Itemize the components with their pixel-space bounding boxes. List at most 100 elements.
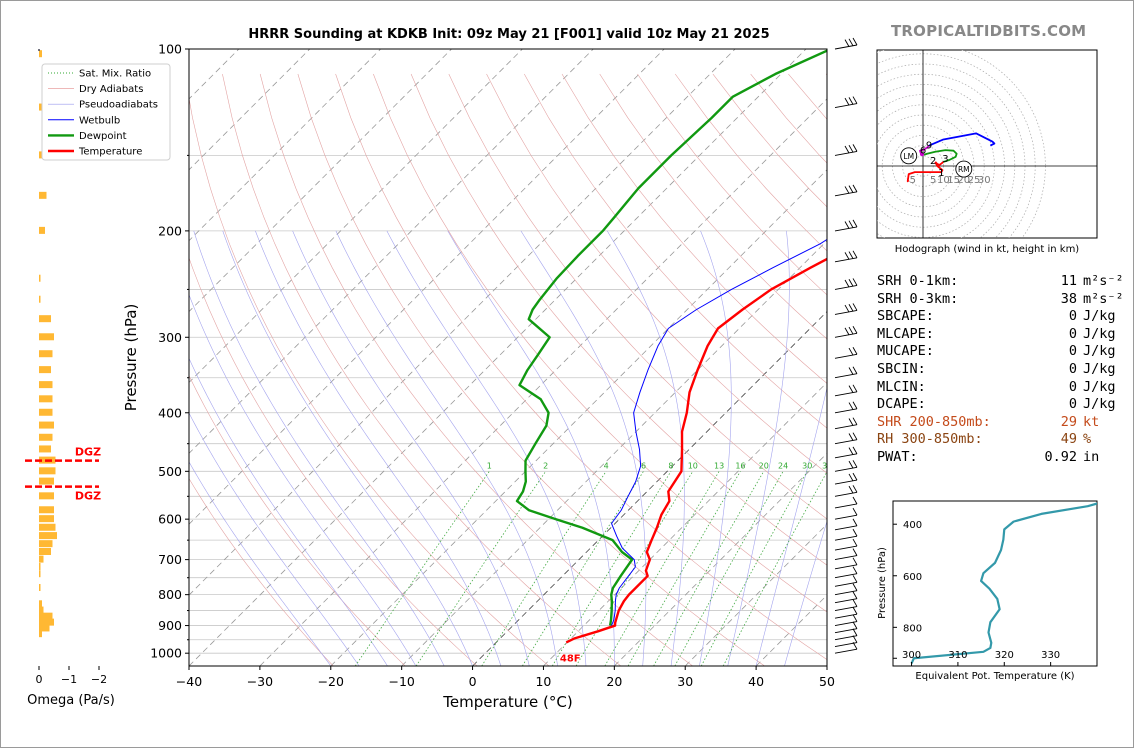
wind-barb-flag xyxy=(852,417,858,425)
wind-barb xyxy=(834,257,858,263)
wind-barb-flag xyxy=(848,185,854,193)
theta-e-frame xyxy=(892,500,1098,667)
y-tick-label: 100 xyxy=(158,42,182,57)
wind-barb xyxy=(834,44,858,50)
omega-bar xyxy=(39,600,42,608)
dgz-label: DGZ xyxy=(75,490,101,503)
mixing-ratio-line xyxy=(415,471,547,666)
param-row: SBCAPE: 0 J/kg xyxy=(877,308,1117,326)
theta-e-x-tick-label: 320 xyxy=(995,650,1014,661)
y-tick-label: 300 xyxy=(158,330,182,345)
wind-barb-flag xyxy=(848,402,854,410)
theta-e-panel: 300 310 320 330 400 600 800 Equivalent Pot. Tem… xyxy=(877,500,1098,682)
legend-label: Pseudoadiabats xyxy=(79,100,158,111)
wind-barb-flag xyxy=(848,460,854,469)
dry-adiabat xyxy=(335,73,827,660)
pseudoadiabat xyxy=(189,461,332,666)
x-tick-label: −10 xyxy=(388,674,414,689)
wind-barb-flag xyxy=(852,184,858,193)
wind-barb xyxy=(834,564,858,570)
wind-barb-flag xyxy=(844,221,850,229)
x-tick-label: 0 xyxy=(469,674,477,689)
hodograph-height-label: 6 xyxy=(920,146,926,157)
wind-barb-flag xyxy=(852,557,858,566)
omega-bar xyxy=(39,477,54,485)
param-label: PWAT: xyxy=(877,448,918,465)
wind-barb xyxy=(834,555,858,561)
theta-e-x-tick-label: 300 xyxy=(902,650,921,661)
omega-panel: 0 −1 −2 Omega (Pa/s) DGZ DGZ xyxy=(25,49,115,708)
omega-bar xyxy=(39,50,42,58)
wind-barb-flag xyxy=(844,39,850,47)
param-value: 0.92 xyxy=(1044,448,1077,465)
wind-barb-flag xyxy=(852,599,858,607)
omega-bar xyxy=(39,274,41,282)
wind-barb xyxy=(834,332,858,338)
surface-temp-label: 48F xyxy=(560,653,581,664)
param-label: DCAPE: xyxy=(877,396,926,413)
wind-barb-flag xyxy=(852,37,858,46)
x-tick-label: 30 xyxy=(677,674,693,689)
x-tick-label: 40 xyxy=(748,674,764,689)
omega-bar xyxy=(39,570,41,578)
param-label: MUCAPE: xyxy=(877,343,934,360)
wind-barb-flag xyxy=(848,473,854,482)
omega-bar xyxy=(39,630,42,638)
y-tick-label: 600 xyxy=(158,512,182,527)
wind-barb xyxy=(834,226,858,232)
hodograph-trace xyxy=(923,149,958,163)
mixing-ratio-line xyxy=(604,471,720,666)
omega-bar xyxy=(39,395,53,403)
hodograph-height-label: 2 xyxy=(930,156,936,167)
omega-bar xyxy=(39,381,53,389)
x-tick-label: 10 xyxy=(535,674,551,689)
wind-barbs xyxy=(834,37,858,654)
wind-barb-flag xyxy=(848,97,854,105)
wind-barb xyxy=(834,466,858,472)
param-label: MLCIN: xyxy=(877,378,926,395)
mixing-ratio-label: 13 xyxy=(714,461,724,470)
param-row: SRH 0-1km: 11 m²s⁻² xyxy=(877,273,1124,291)
param-value: 0 xyxy=(1068,360,1077,377)
omega-bar xyxy=(39,506,54,514)
x-tick-label: −20 xyxy=(318,674,344,689)
mixing-ratio-line xyxy=(481,471,607,666)
isotherm xyxy=(330,169,827,666)
wind-barb xyxy=(834,590,858,596)
mixing-ratio-label: 1 xyxy=(487,461,492,470)
pseudoadiabat xyxy=(189,412,360,666)
isotherm xyxy=(401,240,827,666)
dry-adiabat xyxy=(189,256,478,666)
skew-grid: 1 2 4 6 8 10 13 16 20 24 30 36 xyxy=(189,49,827,666)
pseudoadiabat xyxy=(255,230,502,666)
wind-barb-flag xyxy=(852,628,858,636)
wind-barb-flag xyxy=(848,38,854,47)
wind-barb-flag xyxy=(852,144,858,152)
omega-bar xyxy=(39,515,54,523)
param-unit: J/kg xyxy=(1083,343,1116,360)
param-unit: % xyxy=(1083,431,1092,448)
omega-bar xyxy=(39,408,53,416)
param-value: 0 xyxy=(1068,343,1077,360)
omega-axis-label: Omega (Pa/s) xyxy=(27,693,115,708)
param-row: MUCAPE: 0 J/kg xyxy=(877,343,1117,361)
y-tick-label: 700 xyxy=(158,552,182,567)
brand-label: TROPICALTIDBITS.COM xyxy=(891,22,1087,40)
param-row: MLCIN: 0 J/kg xyxy=(877,379,1117,397)
wind-barb xyxy=(834,191,858,197)
storm-motion-marker xyxy=(955,160,973,178)
wind-barb-flag xyxy=(852,548,858,556)
wind-barb-flag xyxy=(848,367,854,375)
mixing-ratio-label: 6 xyxy=(641,461,646,470)
param-unit: J/kg xyxy=(1083,396,1116,413)
param-value: 0 xyxy=(1068,308,1077,325)
mixing-ratio-label: 4 xyxy=(604,461,609,470)
param-label: MLCAPE: xyxy=(877,325,934,342)
wind-barb-flag xyxy=(848,385,854,393)
hodograph-ring-label: 15 xyxy=(947,175,960,186)
wind-barb-flag xyxy=(848,251,854,259)
y-tick-label: 1000 xyxy=(150,646,182,661)
mixing-ratio-label: 8 xyxy=(668,461,673,470)
